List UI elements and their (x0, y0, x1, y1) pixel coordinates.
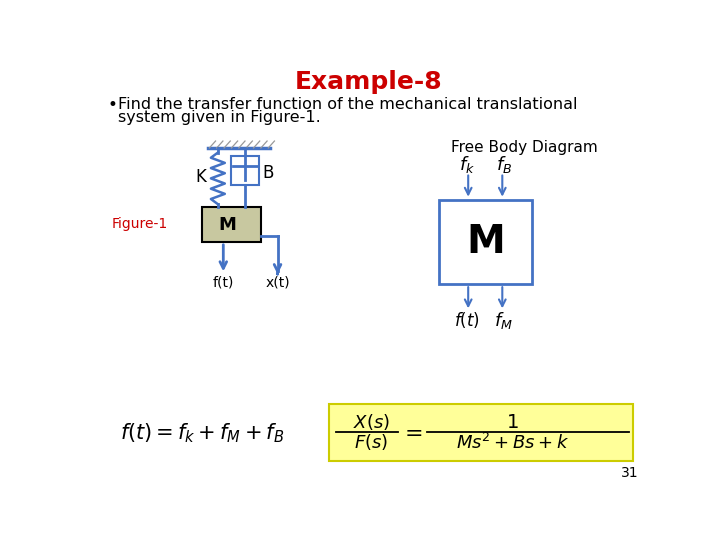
Text: B: B (262, 164, 274, 183)
Text: f(t): f(t) (212, 276, 234, 289)
Text: $F(s)$: $F(s)$ (354, 433, 388, 453)
Text: 31: 31 (621, 466, 639, 480)
Text: M: M (219, 215, 236, 234)
Bar (329, 403, 632, 461)
Text: Example-8: Example-8 (295, 70, 443, 94)
Text: $f(t) = f_k + f_M + f_B$: $f(t) = f_k + f_M + f_B$ (120, 421, 284, 444)
Text: Find the transfer function of the mechanical translational: Find the transfer function of the mechan… (118, 97, 577, 112)
Text: system given in Figure-1.: system given in Figure-1. (118, 111, 320, 125)
Bar (438, 200, 532, 284)
Text: $=$: $=$ (400, 422, 423, 442)
Text: $1$: $1$ (506, 413, 518, 432)
Text: $Ms^2 + Bs + k$: $Ms^2 + Bs + k$ (456, 433, 569, 453)
Text: x(t): x(t) (265, 276, 290, 289)
Text: $f_B$: $f_B$ (496, 154, 512, 176)
Text: •: • (107, 96, 117, 114)
Text: $f_M$: $f_M$ (495, 310, 513, 331)
Text: $X(s)$: $X(s)$ (353, 413, 390, 433)
Text: $f(t)$: $f(t)$ (454, 310, 480, 330)
Bar (202, 207, 261, 242)
Text: Figure-1: Figure-1 (112, 217, 168, 231)
Text: M: M (466, 223, 505, 261)
Bar (231, 156, 259, 185)
Text: $f_k$: $f_k$ (459, 154, 474, 176)
Text: K: K (195, 168, 206, 186)
Text: Free Body Diagram: Free Body Diagram (451, 140, 598, 156)
